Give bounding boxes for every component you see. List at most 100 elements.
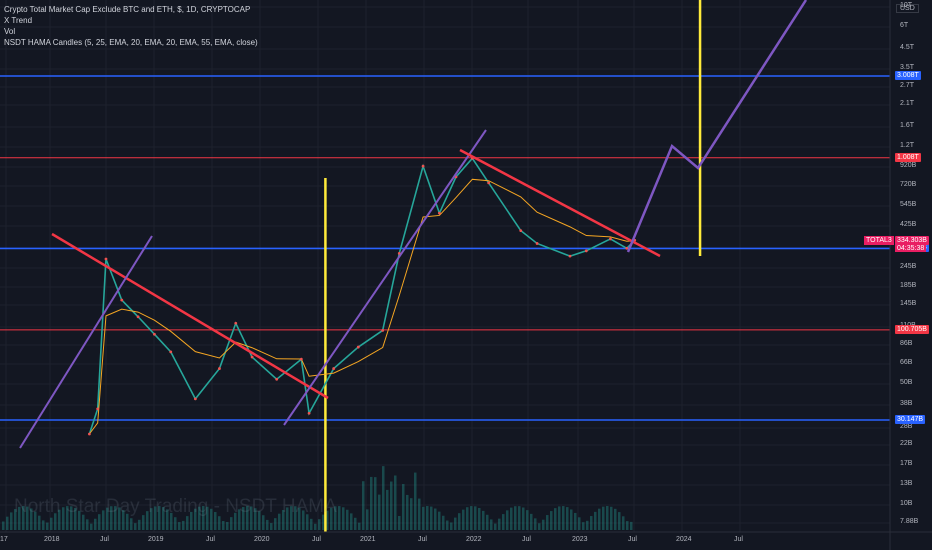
price-axis-label: 38B (900, 400, 913, 407)
volume-bar (434, 508, 437, 530)
volume-bar (610, 506, 613, 530)
volume-bar (522, 507, 525, 530)
volume-bar (334, 506, 337, 530)
time-axis-label: 17 (0, 536, 8, 543)
legend-x-trend[interactable]: X Trend (4, 16, 33, 25)
volume-bar (414, 472, 417, 530)
volume-bar (614, 508, 617, 530)
volume-bar (574, 512, 577, 530)
volume-bar (618, 512, 621, 530)
volume-bar (298, 507, 301, 530)
volume-bar (214, 512, 217, 530)
volume-bar (162, 507, 165, 530)
legend-title[interactable]: Crypto Total Market Cap Exclude BTC and … (4, 5, 251, 14)
price-point (609, 237, 612, 241)
price-point (250, 355, 254, 359)
volume-bar (322, 514, 325, 530)
trend-drawings[interactable] (19, 0, 808, 449)
volume-bar (126, 513, 129, 530)
volume-bar (258, 511, 261, 530)
current-price-tag: 334.303B (895, 236, 929, 245)
volume-bar (606, 506, 609, 530)
legend-vol[interactable]: Vol (4, 27, 16, 36)
volume-bar (598, 508, 601, 530)
price-axis-label: 22B (900, 440, 913, 447)
time-axis-label: 2018 (44, 536, 60, 543)
price-axis-label: 4.5T (900, 44, 915, 51)
volume-bar (254, 508, 257, 530)
volume-bar (174, 517, 177, 530)
volume-bar (330, 507, 333, 530)
price-axis-label: 10T (900, 2, 913, 9)
price-point (519, 229, 523, 233)
volume-bar (394, 475, 397, 530)
volume-bar (86, 519, 89, 530)
volume-bar (66, 506, 69, 530)
volume-bar (490, 519, 493, 530)
volume-bar (362, 481, 365, 530)
volume-bar (46, 522, 49, 530)
volume-bar (146, 511, 149, 530)
volume-bar (2, 521, 5, 530)
volume-bar (246, 506, 249, 530)
volume-bar (466, 507, 469, 530)
volume-bar (26, 506, 29, 530)
price-point (535, 242, 539, 245)
volume-bar (346, 509, 349, 530)
vertical-markers[interactable] (324, 0, 702, 532)
volume-bar (110, 506, 113, 530)
symbol-tag: TOTAL3 (864, 236, 894, 245)
volume-bar (442, 515, 445, 530)
time-axis-label: 2020 (254, 536, 270, 543)
price-point (120, 298, 124, 302)
horizontal-levels[interactable] (0, 75, 890, 421)
volume-bar (182, 520, 185, 530)
price-axis-label: 28B (900, 423, 913, 430)
volume-bar (222, 520, 225, 530)
volume-bar (590, 516, 593, 530)
level-price-tag: 30.147B (895, 415, 926, 424)
volume-bar (14, 509, 17, 530)
price-point (87, 432, 91, 436)
time-axis-label: Jul (100, 536, 109, 543)
volume-bar (34, 511, 37, 530)
volume-bar (318, 519, 321, 530)
currency-button[interactable]: USD (896, 4, 919, 13)
time-axis-label: 2021 (360, 536, 376, 543)
time-axis-label: Jul (522, 536, 531, 543)
time-axis-label: Jul (312, 536, 321, 543)
legend-hama[interactable]: NSDT HAMA Candles (5, 25, EMA, 20, EMA, … (4, 38, 258, 47)
volume-bar (18, 506, 21, 530)
volume-bar (150, 508, 153, 530)
volume-bar (170, 512, 173, 530)
volume-bar (70, 506, 73, 530)
volume-bar (266, 519, 269, 530)
price-point (193, 397, 197, 401)
volume-bar (90, 523, 93, 530)
volume-bar (506, 510, 509, 530)
volume-bar (366, 509, 369, 530)
volume-bar (202, 506, 205, 530)
price-point (332, 367, 336, 370)
price-axis-label: 10B (900, 500, 913, 507)
price-point (625, 246, 629, 250)
price-point (307, 411, 311, 415)
volume-bar (358, 522, 361, 530)
price-axis-label: 245B (900, 263, 917, 270)
volume-bar (6, 516, 9, 530)
volume-bar (290, 506, 293, 530)
support-line-2018 (19, 235, 153, 449)
projection-path (626, 0, 808, 253)
volume-bar (342, 507, 345, 530)
volume-bar (294, 506, 297, 530)
volume-bar (206, 506, 209, 530)
volume-bar (398, 515, 401, 530)
volume-bar (134, 523, 137, 530)
volume-bar (418, 498, 421, 530)
volume-bar (50, 517, 53, 530)
price-axis-label: 7.88B (900, 518, 919, 525)
volume-bar (390, 481, 393, 530)
price-axis-label: 1.2T (900, 142, 915, 149)
